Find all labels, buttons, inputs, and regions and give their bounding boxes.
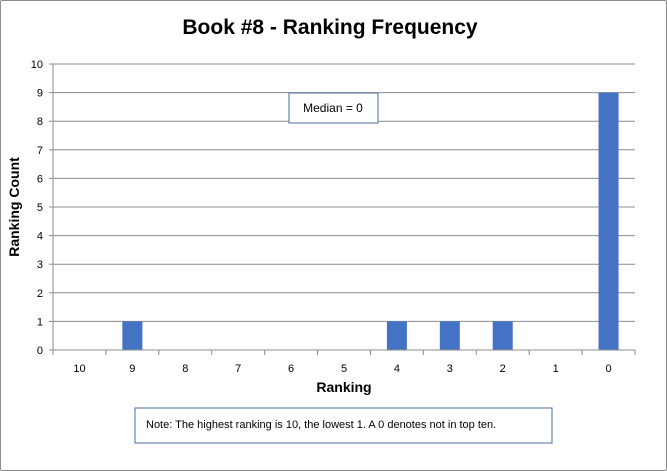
y-tick-label: 10	[31, 59, 43, 71]
bar	[492, 321, 513, 350]
x-tick-label: 4	[394, 363, 400, 375]
y-tick-label: 6	[37, 173, 43, 185]
y-tick-label: 5	[37, 202, 43, 214]
chart-title: Book #8 - Ranking Frequency	[182, 16, 478, 39]
x-tick-label: 6	[288, 363, 294, 375]
median-label: Median = 0	[303, 101, 363, 115]
bar	[386, 321, 407, 350]
note-box	[134, 407, 553, 444]
y-tick-label: 2	[37, 288, 43, 300]
axes	[52, 64, 636, 355]
y-tick-label: 1	[37, 316, 43, 328]
y-tick-label: 8	[37, 116, 43, 128]
x-tick-labels: 10 9 8 7 6 5 4 3 2 1 0	[73, 363, 611, 375]
x-tick-label: 5	[341, 363, 347, 375]
x-tick-label: 7	[235, 363, 241, 375]
y-tick-labels: 0 1 2 3 4 5 6 7 8 9 10	[31, 59, 43, 357]
x-axis-label: Ranking	[316, 379, 371, 395]
x-tick-label: 10	[73, 363, 85, 375]
y-tick-label: 9	[37, 88, 43, 100]
note-annotation: Note: The highest ranking is 10, the low…	[134, 407, 553, 444]
y-tick-label: 4	[37, 231, 43, 243]
y-axis-label: Ranking Count	[6, 157, 22, 257]
x-tick-label: 8	[182, 363, 188, 375]
y-tick-label: 0	[37, 345, 43, 357]
y-tick-label: 7	[37, 145, 43, 157]
y-tick-label: 3	[37, 259, 43, 271]
x-tick-label: 1	[553, 363, 559, 375]
x-tick-label: 3	[447, 363, 453, 375]
x-tick-label: 0	[605, 363, 611, 375]
bar	[439, 321, 460, 350]
bar	[598, 92, 619, 350]
median-annotation: Median = 0	[288, 92, 379, 124]
note-label: Note: The highest ranking is 10, the low…	[146, 419, 496, 431]
median-box	[288, 92, 379, 124]
x-tick-label: 2	[500, 363, 506, 375]
x-tick-label: 9	[129, 363, 135, 375]
bars	[122, 92, 619, 350]
bar	[122, 321, 143, 350]
